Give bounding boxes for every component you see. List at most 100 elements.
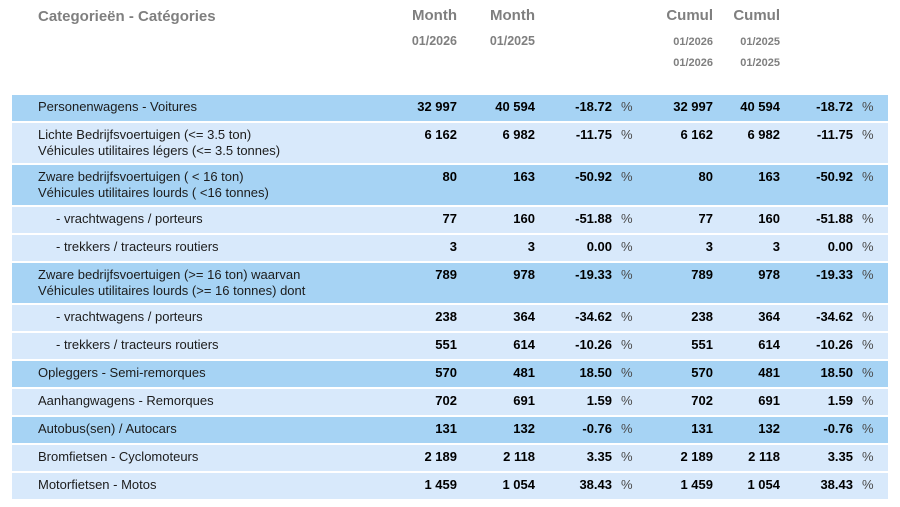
percent-sign: % (621, 211, 633, 226)
table-row: - trekkers / tracteurs routiers 3 3 0.00% 3 3… (12, 235, 888, 261)
cumul-previous-value: 40 594 (740, 99, 780, 114)
cumul-percent-value: 38.43 (820, 477, 853, 492)
row-category-label: Zware bedrijfsvoertuigen (>= 16 ton) waa… (38, 267, 306, 298)
cumul-previous-value: 481 (758, 365, 780, 380)
cumul-previous-period-from: 01/2025 (740, 36, 780, 48)
percent-sign: % (862, 239, 874, 254)
month-current-value: 80 (442, 169, 457, 184)
cumul-previous-value: 978 (758, 267, 780, 282)
percent-sign: % (621, 309, 633, 324)
cumul-percent-value: 0.00 (827, 239, 853, 254)
month-previous-value: 40 594 (495, 99, 535, 114)
percent-sign: % (862, 99, 874, 114)
month-percent-value: -0.76 (582, 421, 612, 436)
month-current-value: 702 (435, 393, 457, 408)
month-previous-value: 3 (527, 239, 535, 254)
row-category-label: Aanhangwagens - Remorques (38, 393, 214, 408)
table-row: - trekkers / tracteurs routiers 551 614 -10… (12, 333, 888, 359)
cumul-percent-value: -10.26 (816, 337, 853, 352)
cumul-previous-label: Cumul (733, 7, 780, 24)
month-previous-column-header: Month 01/2025 (457, 0, 535, 95)
table-row: - vrachtwagens / porteurs 77 160 -51.88% 77 1… (12, 207, 888, 233)
cumul-previous-value: 6 982 (747, 127, 780, 142)
month-current-value: 131 (435, 421, 457, 436)
month-percent-column-header (535, 0, 612, 95)
cumul-current-value: 551 (691, 337, 713, 352)
percent-sign: % (862, 127, 874, 142)
row-category-label: - vrachtwagens / porteurs (56, 309, 203, 324)
cumul-percent-value: -34.62 (816, 309, 853, 324)
month-current-value: 32 997 (417, 99, 457, 114)
month-previous-value: 691 (513, 393, 535, 408)
month-percent-value: 3.35 (586, 449, 612, 464)
cumul-current-period-from: 01/2026 (673, 36, 713, 48)
cumul-current-label: Cumul (666, 7, 713, 24)
cumul-current-value: 789 (691, 267, 713, 282)
percent-sign: % (621, 393, 633, 408)
cumul-percent-value: 18.50 (820, 365, 853, 380)
percent-sign: % (862, 211, 874, 226)
row-category-label: Lichte Bedrijfsvoertuigen (<= 3.5 ton) Vé… (38, 127, 281, 158)
cumul-percent-value: -51.88 (816, 211, 853, 226)
month-current-value: 1 459 (424, 477, 457, 492)
cumul-current-value: 6 162 (680, 127, 713, 142)
month-current-value: 2 189 (424, 449, 457, 464)
cumul-previous-value: 132 (758, 421, 780, 436)
percent-sign: % (862, 365, 874, 380)
row-category-label: Personenwagens - Voitures (38, 99, 197, 114)
cumul-previous-value: 160 (758, 211, 780, 226)
percent-sign: % (862, 477, 874, 492)
month-current-value: 3 (449, 239, 457, 254)
cumul-previous-period-to: 01/2025 (740, 57, 780, 69)
cumul-percent-value: -19.33 (816, 267, 853, 282)
table-row: Aanhangwagens - Remorques 702 691 1.59% 702 6… (12, 389, 888, 415)
table-row: Personenwagens - Voitures 32 997 40 594 -18… (12, 95, 888, 121)
row-category-label: - trekkers / tracteurs routiers (56, 337, 219, 352)
month-percent-value: -10.26 (575, 337, 612, 352)
cumul-percent-value: -0.76 (823, 421, 853, 436)
month-current-value: 551 (435, 337, 457, 352)
percent-sign: % (862, 337, 874, 352)
category-column-header: Categorieën - Catégories (38, 8, 216, 25)
cumul-previous-value: 614 (758, 337, 780, 352)
table-row: Opleggers - Semi-remorques 570 481 18.50% 57… (12, 361, 888, 387)
month-percent-value: 1.59 (586, 393, 612, 408)
month-current-column-header: Month 01/2026 (402, 0, 457, 95)
cumul-percent-column-header (780, 0, 853, 95)
cumul-current-value: 3 (705, 239, 713, 254)
table-row: Motorfietsen - Motos 1 459 1 054 38.43% 1 45… (12, 473, 888, 499)
month-percent-value: 0.00 (586, 239, 612, 254)
cumul-previous-column-header: Cumul 01/2025 01/2025 (713, 0, 780, 95)
cumul-percent-value: 3.35 (827, 449, 853, 464)
month-previous-value: 978 (513, 267, 535, 282)
cumul-percent-value: -50.92 (816, 169, 853, 184)
cumul-current-period-to: 01/2026 (673, 57, 713, 69)
month-current-value: 77 (442, 211, 457, 226)
cumul-previous-value: 2 118 (748, 449, 780, 464)
row-category-label: Opleggers - Semi-remorques (38, 365, 206, 380)
cumul-current-value: 570 (691, 365, 713, 380)
month-previous-value: 163 (513, 169, 535, 184)
percent-sign: % (862, 421, 874, 436)
cumul-current-value: 238 (691, 309, 713, 324)
month-percent-value: -18.72 (575, 99, 612, 114)
percent-sign: % (621, 449, 633, 464)
cumul-previous-value: 691 (758, 393, 780, 408)
percent-sign: % (862, 449, 874, 464)
percent-sign: % (621, 365, 633, 380)
table-row: Lichte Bedrijfsvoertuigen (<= 3.5 ton) Vé… (12, 123, 888, 163)
percent-sign: % (621, 267, 633, 282)
month-percent-value: -19.33 (575, 267, 612, 282)
table-row: Zware bedrijfsvoertuigen ( < 16 ton) Véhi… (12, 165, 888, 205)
row-category-label: Autobus(sen) / Autocars (38, 421, 177, 436)
month-previous-value: 1 054 (502, 477, 535, 492)
month-percent-value: -11.75 (575, 127, 612, 142)
cumul-percent-value: -18.72 (816, 99, 853, 114)
month-current-label: Month (412, 7, 457, 24)
month-current-period: 01/2026 (411, 34, 457, 48)
month-percent-value: -51.88 (575, 211, 612, 226)
cumul-percent-sign-column-header (853, 0, 888, 95)
table-row: Bromfietsen - Cyclomoteurs 2 189 2 118 3.35… (12, 445, 888, 471)
cumul-previous-value: 163 (758, 169, 780, 184)
month-percent-value: 18.50 (579, 365, 612, 380)
